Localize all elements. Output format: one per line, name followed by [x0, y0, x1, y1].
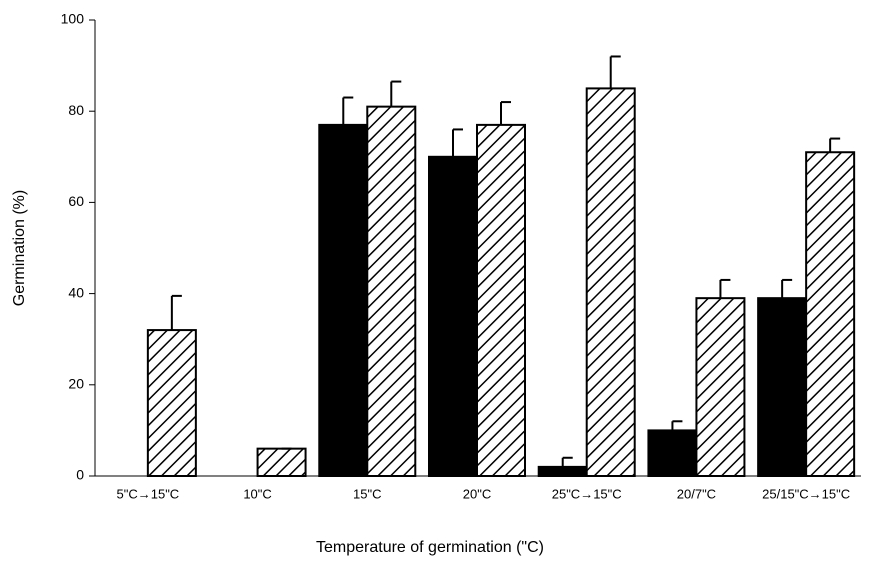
- bar: [695, 297, 746, 477]
- error-bar: [781, 278, 793, 299]
- bar: [537, 465, 588, 478]
- y-tick-label: 60: [68, 193, 84, 209]
- error-bar: [829, 137, 841, 153]
- x-tick-label: 25"C→15"C: [552, 486, 622, 501]
- bar: [757, 297, 808, 477]
- error-bar: [342, 96, 354, 125]
- x-tick-label: 15"C: [353, 486, 381, 501]
- bar: [366, 105, 417, 477]
- bar: [318, 123, 369, 477]
- x-axis-title: Temperature of germination ("C): [316, 539, 544, 556]
- bar: [476, 123, 526, 477]
- bar: [805, 151, 856, 478]
- error-bar: [719, 278, 731, 299]
- x-tick-label: 5"C→15"C: [117, 486, 180, 501]
- y-tick-label: 80: [68, 102, 84, 118]
- error-bar: [561, 456, 573, 467]
- x-tick-label: 10"C: [243, 486, 271, 501]
- bar: [146, 329, 197, 477]
- error-bar: [390, 80, 402, 107]
- bar: [647, 429, 698, 477]
- y-tick-label: 20: [68, 376, 84, 392]
- x-tick-label: 20"C: [463, 486, 491, 501]
- error-bar: [609, 55, 621, 89]
- error-bar: [452, 128, 463, 157]
- error-bar: [500, 101, 511, 125]
- bar: [256, 447, 307, 478]
- x-tick-label: 25/15"C→15"C: [762, 486, 850, 501]
- y-axis-title: Germination (%): [11, 190, 28, 306]
- bar: [585, 87, 636, 478]
- error-bar: [170, 294, 182, 331]
- y-tick-label: 40: [68, 284, 84, 300]
- bar: [428, 155, 478, 478]
- y-tick-label: 0: [76, 467, 84, 483]
- y-tick-label: 100: [61, 11, 85, 27]
- x-tick-label: 20/7"C: [677, 486, 716, 501]
- error-bar: [671, 420, 683, 431]
